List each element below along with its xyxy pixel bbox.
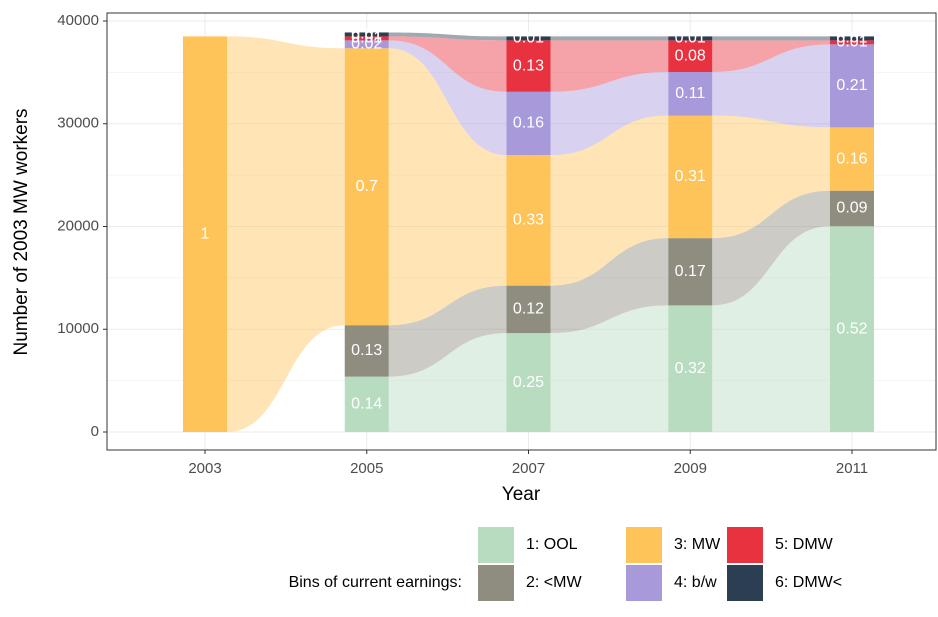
stratum xyxy=(344,325,389,377)
stratum xyxy=(506,36,551,41)
stratum xyxy=(830,44,874,128)
flow xyxy=(388,32,507,41)
flow xyxy=(712,44,830,128)
stratum xyxy=(668,72,713,116)
value-label: 0.31 xyxy=(675,168,706,185)
legend-label: 1: OOL xyxy=(526,536,578,553)
value-label: 0.52 xyxy=(836,320,867,337)
value-label: 0.02 xyxy=(351,36,382,53)
value-label: 1 xyxy=(201,225,210,242)
x-axis-label: Year xyxy=(502,484,541,505)
stratum xyxy=(344,32,389,37)
flow xyxy=(712,36,830,41)
x-tick-label: 2007 xyxy=(512,460,545,477)
value-label: 0.13 xyxy=(513,57,544,74)
stratum xyxy=(344,48,389,326)
flow xyxy=(550,238,669,334)
y-tick-label: 20000 xyxy=(57,217,99,234)
stratum xyxy=(344,40,389,49)
value-label: 0.12 xyxy=(513,301,544,318)
stratum xyxy=(830,127,874,191)
legend-swatch xyxy=(478,565,514,601)
stratum xyxy=(506,285,551,334)
value-label: 0.17 xyxy=(675,263,706,280)
value-label: 0.11 xyxy=(675,85,705,102)
value-label: 0.01 xyxy=(351,26,382,43)
flow xyxy=(388,285,507,377)
stratum xyxy=(668,40,713,73)
y-tick-label: 0 xyxy=(91,423,99,440)
legend-swatch xyxy=(727,527,763,563)
stratum xyxy=(668,115,713,239)
value-label: 0.16 xyxy=(513,115,544,132)
value-label: 0.25 xyxy=(513,374,544,391)
flow xyxy=(712,40,830,73)
flow xyxy=(550,72,669,156)
flow xyxy=(388,333,507,432)
value-label: 0.32 xyxy=(675,360,706,377)
stratum xyxy=(506,91,551,156)
value-label: 0.16 xyxy=(836,150,867,167)
flow xyxy=(388,48,507,326)
stratum xyxy=(344,376,389,432)
legend-label: 6: DMW< xyxy=(775,574,842,591)
legend-swatch xyxy=(626,565,662,601)
flow xyxy=(550,40,669,92)
value-label: 0.13 xyxy=(351,342,382,359)
legend-swatch xyxy=(626,527,662,563)
legend-label: 4: b/w xyxy=(674,574,717,591)
stratum xyxy=(668,36,713,41)
value-label: 0.01 xyxy=(836,34,867,51)
x-tick-label: 2003 xyxy=(188,460,221,477)
y-tick-label: 10000 xyxy=(57,320,99,337)
value-label: 0.33 xyxy=(513,212,544,229)
value-label: 0.08 xyxy=(675,47,706,64)
flow xyxy=(712,190,830,306)
flow xyxy=(227,36,345,432)
y-tick-label: 40000 xyxy=(57,12,99,29)
value-label: 0.01 xyxy=(351,30,382,47)
flow xyxy=(550,305,669,432)
legend-title: Bins of current earnings: xyxy=(289,574,462,591)
stratum xyxy=(830,190,874,227)
stratum xyxy=(830,36,874,41)
flow xyxy=(388,40,507,156)
stratum xyxy=(183,36,227,432)
value-label: 0.7 xyxy=(356,178,378,195)
legend-label: 3: MW xyxy=(674,536,721,553)
y-axis-label: Number of 2003 MW workers xyxy=(11,108,32,355)
stratum xyxy=(668,238,713,306)
panel-border xyxy=(106,12,937,451)
x-tick-label: 2009 xyxy=(674,460,707,477)
stratum xyxy=(344,36,389,41)
value-label: 0.21 xyxy=(836,77,867,94)
stratum xyxy=(506,40,551,92)
x-tick-label: 2005 xyxy=(350,460,383,477)
legend-swatch xyxy=(727,565,763,601)
stratum xyxy=(506,155,551,286)
stratum xyxy=(830,226,874,432)
legend-swatch xyxy=(478,527,514,563)
flow xyxy=(550,36,669,41)
value-label: 0.09 xyxy=(836,200,867,217)
y-tick-label: 30000 xyxy=(57,115,99,132)
value-label: 0.01 xyxy=(836,30,867,47)
flow xyxy=(388,36,507,92)
value-label: 0.01 xyxy=(513,30,544,47)
stratum xyxy=(668,305,713,432)
value-label: 0.14 xyxy=(351,396,382,413)
flow xyxy=(712,226,830,432)
legend-label: 2: <MW xyxy=(526,574,582,591)
value-label: 0.01 xyxy=(675,30,706,47)
legend-label: 5: DMW xyxy=(775,536,834,553)
stratum xyxy=(506,333,551,432)
x-tick-label: 2011 xyxy=(836,460,868,477)
stratum xyxy=(830,40,874,45)
flow xyxy=(712,115,830,239)
flow xyxy=(550,115,669,286)
